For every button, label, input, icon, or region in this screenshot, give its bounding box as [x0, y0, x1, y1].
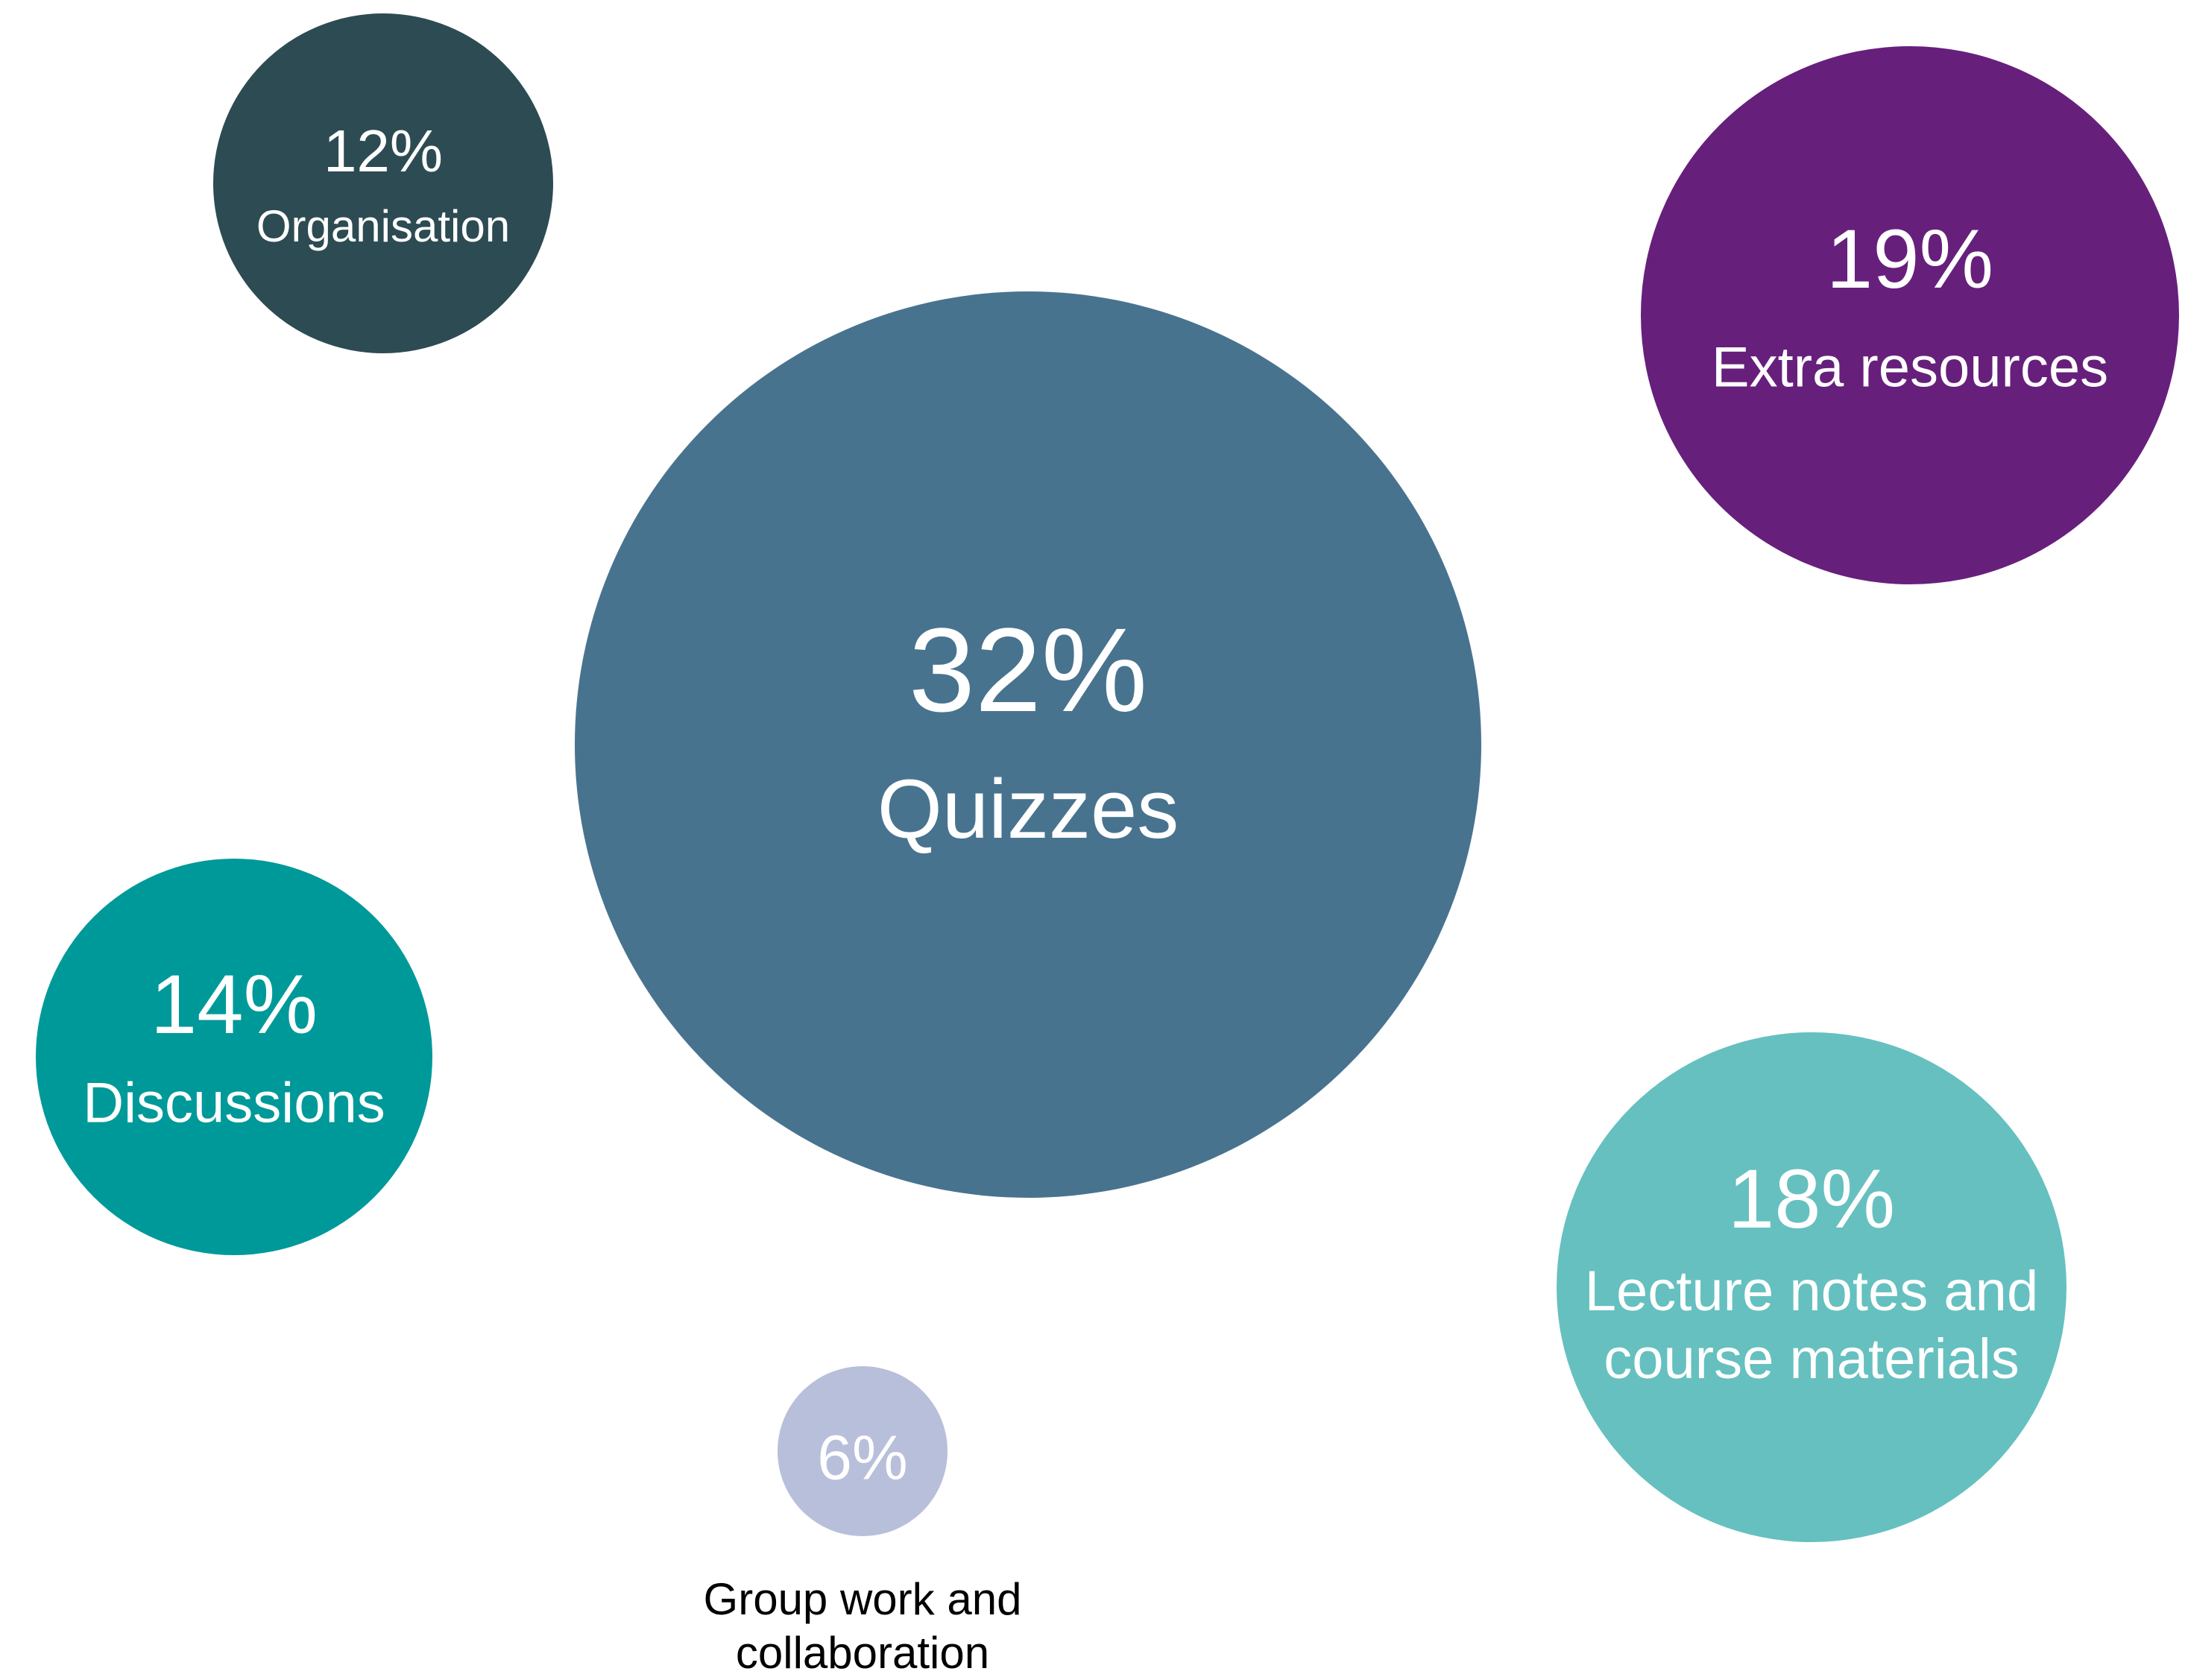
category-label: Lecture notes and course materials: [1584, 1259, 2039, 1391]
value-label: 19%: [1826, 212, 1994, 306]
value-label: 12%: [323, 118, 444, 184]
value-label: 18%: [1727, 1152, 1896, 1245]
bubble: [575, 291, 1481, 1198]
value-label: 6%: [817, 1422, 908, 1493]
category-label: Organisation: [256, 201, 511, 251]
bubble: [213, 13, 553, 353]
bubble: [36, 859, 432, 1255]
bubble: [778, 1366, 948, 1536]
bubble: [1641, 46, 2179, 584]
value-label: 32%: [908, 603, 1148, 736]
bubble: [1557, 1032, 2066, 1542]
category-label: Extra resources: [1711, 335, 2109, 400]
value-label: 14%: [150, 957, 318, 1051]
category-label: Quizzes: [877, 762, 1179, 856]
category-label: Group work and collaboration: [703, 1574, 1022, 1678]
category-label: Discussions: [83, 1071, 385, 1135]
